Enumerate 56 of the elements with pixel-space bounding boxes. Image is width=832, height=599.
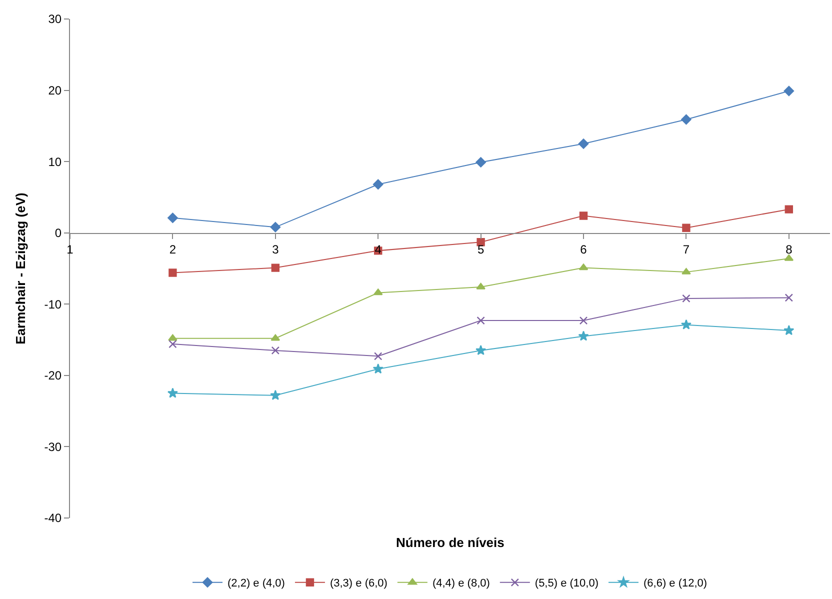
- point: [271, 264, 280, 272]
- point: [372, 179, 384, 190]
- point: [167, 388, 178, 398]
- point: [168, 268, 177, 277]
- x-tick-label: 4: [374, 242, 382, 256]
- point: [476, 344, 486, 356]
- legend-label: (5,5) e (10,0): [534, 578, 598, 590]
- point: [784, 325, 794, 336]
- point: [682, 224, 690, 232]
- legend-label: (4,4) e (8,0): [432, 578, 490, 590]
- point: [168, 340, 177, 348]
- x-tick-label: 8: [786, 242, 793, 256]
- x-tick-label: 3: [272, 242, 280, 256]
- point: [784, 254, 794, 261]
- point: [578, 264, 588, 270]
- point: [168, 334, 178, 341]
- point: [168, 212, 178, 224]
- x-tick-label: 1: [66, 242, 74, 256]
- point: [271, 346, 280, 355]
- point: [784, 294, 794, 302]
- point: [682, 268, 691, 274]
- point: [578, 330, 589, 341]
- y-tick-label: -10: [44, 297, 62, 312]
- x-tick-label: 5: [477, 242, 484, 256]
- point: [476, 316, 485, 325]
- x-tick-label: 6: [580, 242, 588, 256]
- point: [681, 114, 692, 125]
- y-tick-label: 30: [48, 12, 62, 26]
- point: [270, 334, 280, 341]
- legend-label: (3,3) e (6,0): [330, 578, 388, 590]
- point: [578, 138, 589, 149]
- point: [579, 212, 588, 220]
- point: [680, 319, 692, 330]
- legend-label: (6,6) e (12,0): [644, 578, 708, 590]
- point: [784, 86, 794, 96]
- point: [476, 157, 486, 168]
- y-axis-title: Earmchair - Ezigzag (eV): [13, 192, 28, 344]
- x-axis-title: Número de níveis: [396, 535, 504, 550]
- x-tick-label: 7: [682, 242, 690, 256]
- point: [374, 352, 382, 360]
- point: [373, 288, 383, 296]
- point: [784, 205, 794, 214]
- y-tick-label: 10: [48, 154, 62, 169]
- x-tick-label: 2: [169, 242, 176, 256]
- y-tick-label: 20: [48, 83, 62, 98]
- point: [579, 316, 588, 325]
- y-tick-label: -30: [44, 440, 62, 454]
- y-tick-label: -20: [44, 368, 62, 383]
- y-tick-label: 0: [54, 226, 62, 240]
- y-tick-label: -40: [44, 511, 62, 526]
- point: [270, 390, 281, 400]
- point: [270, 222, 281, 232]
- point: [372, 364, 384, 374]
- point: [476, 282, 486, 290]
- legend-label: (2,2) e (4,0): [228, 578, 285, 590]
- point: [682, 294, 690, 303]
